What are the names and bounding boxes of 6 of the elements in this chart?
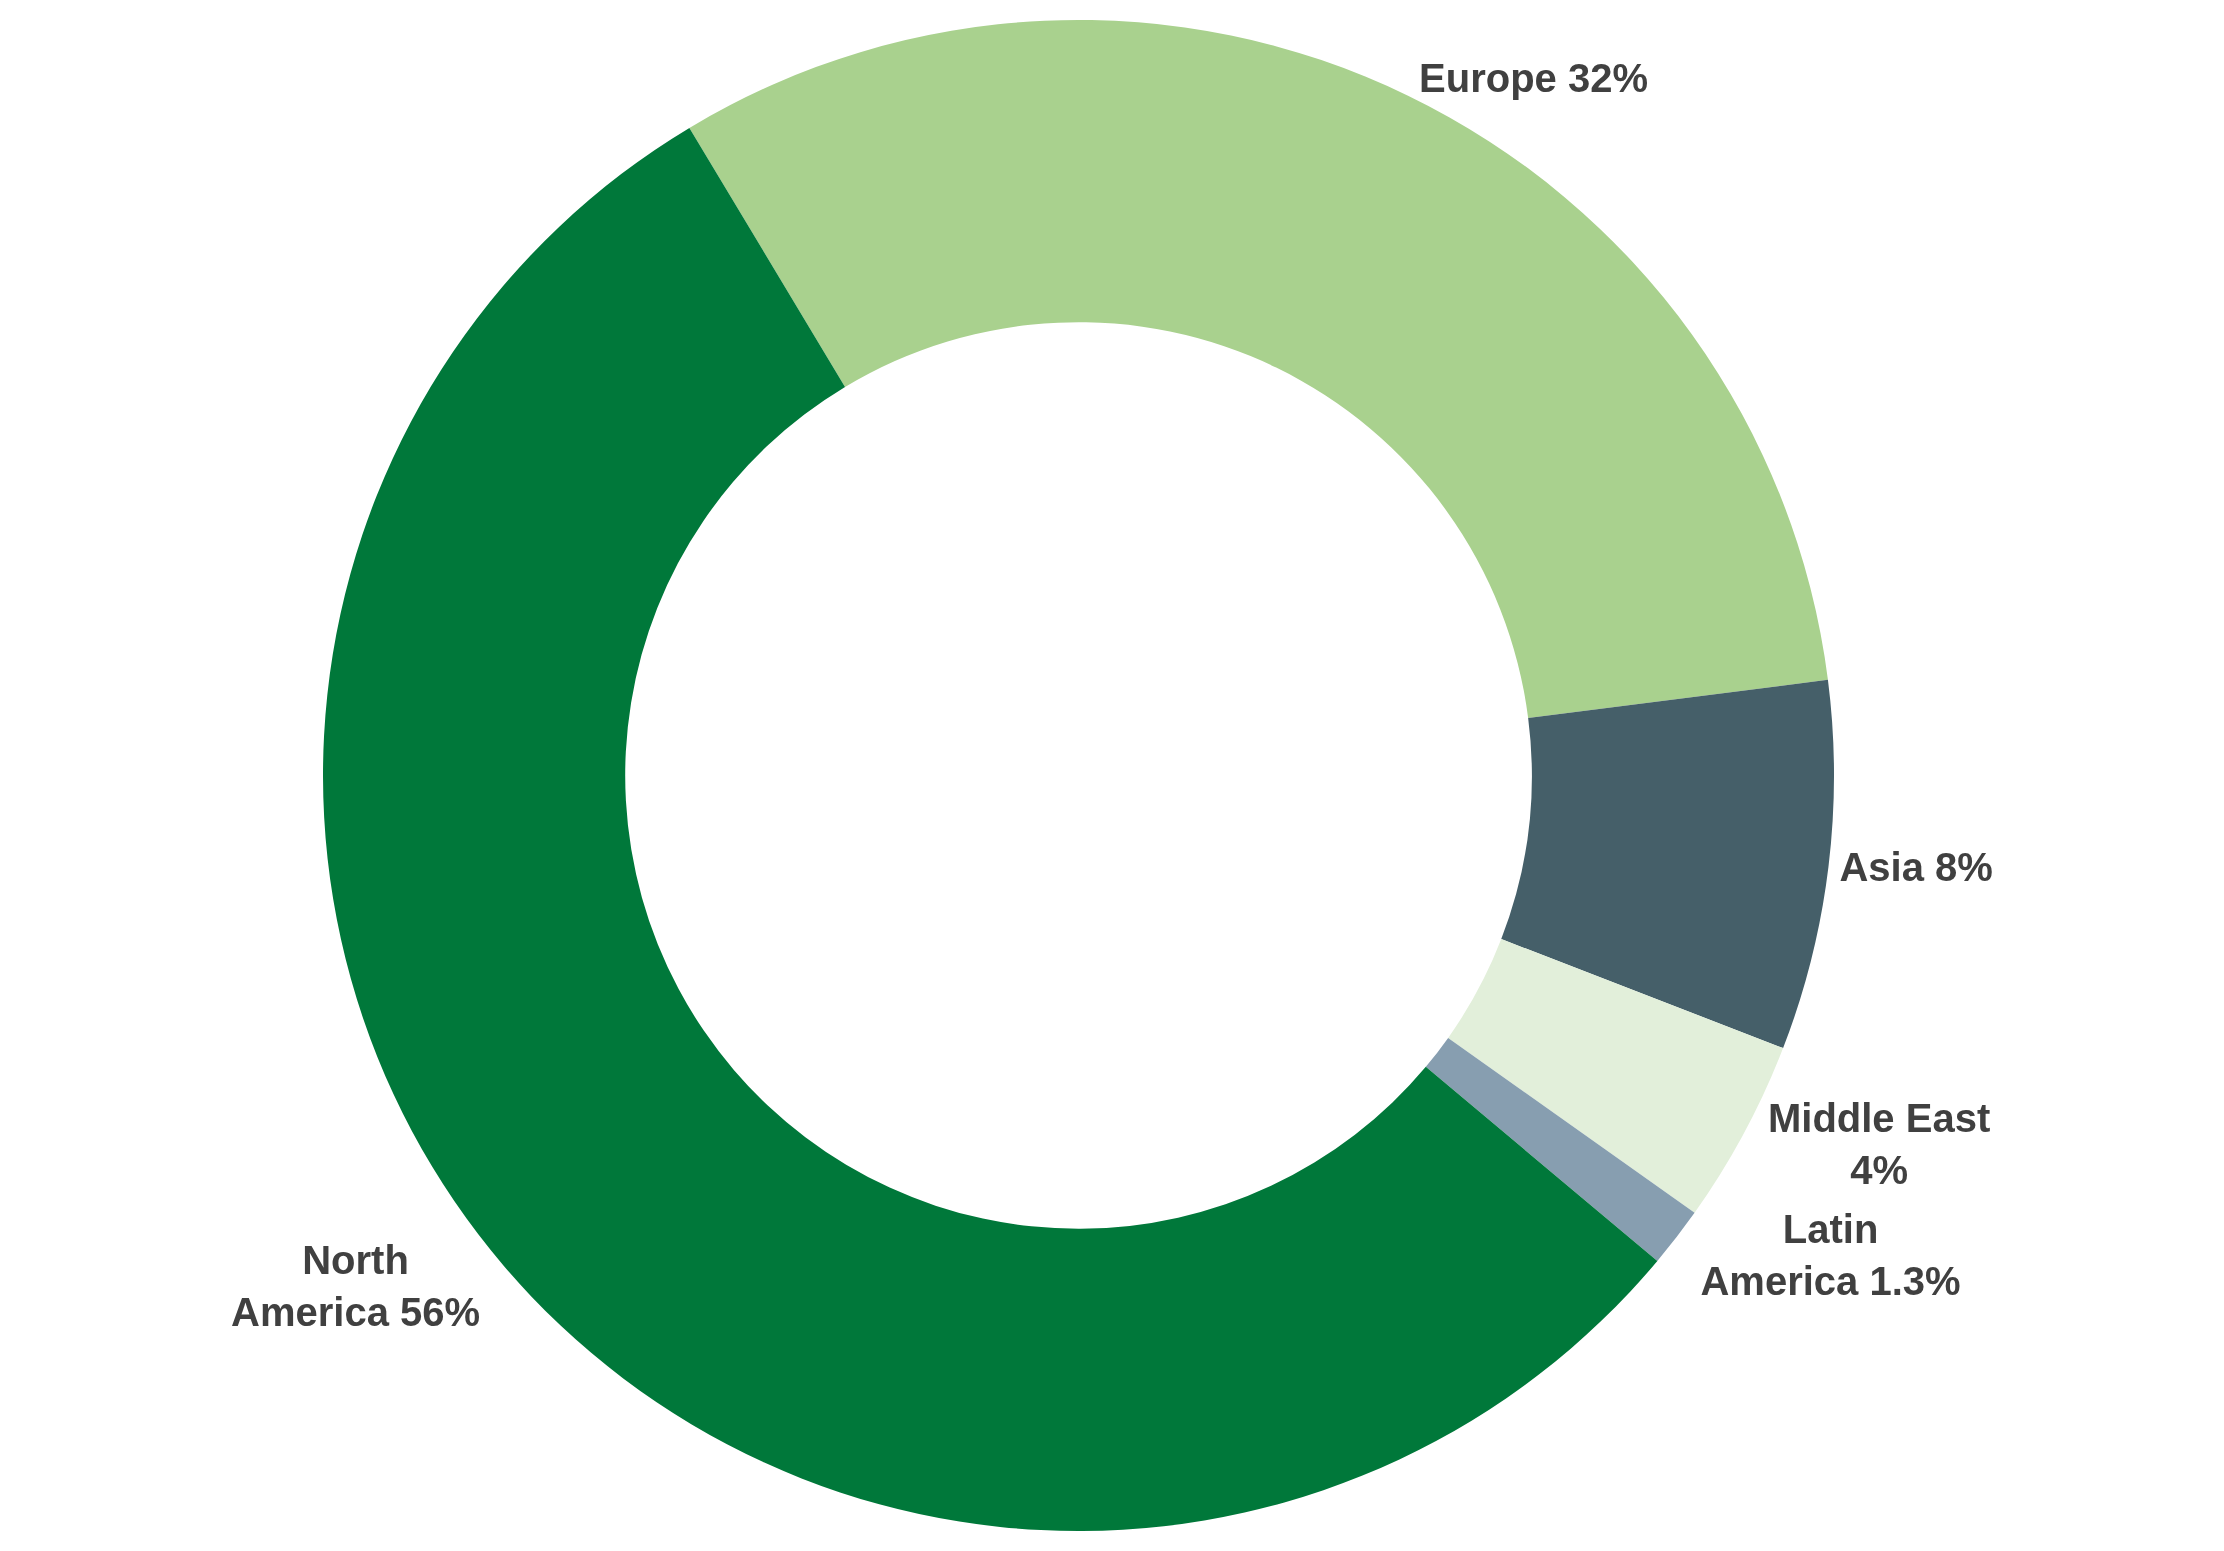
slice-label: Europe 32% bbox=[1419, 55, 1649, 100]
slice-label: North America 56% bbox=[231, 1238, 481, 1335]
data-label: 4% bbox=[1850, 1147, 1908, 1192]
slice-label: Latin America 1.3% bbox=[1700, 1207, 1961, 1304]
slice-label: Asia 8% bbox=[1839, 845, 1993, 890]
slice-label: Middle East bbox=[1767, 1095, 1991, 1140]
